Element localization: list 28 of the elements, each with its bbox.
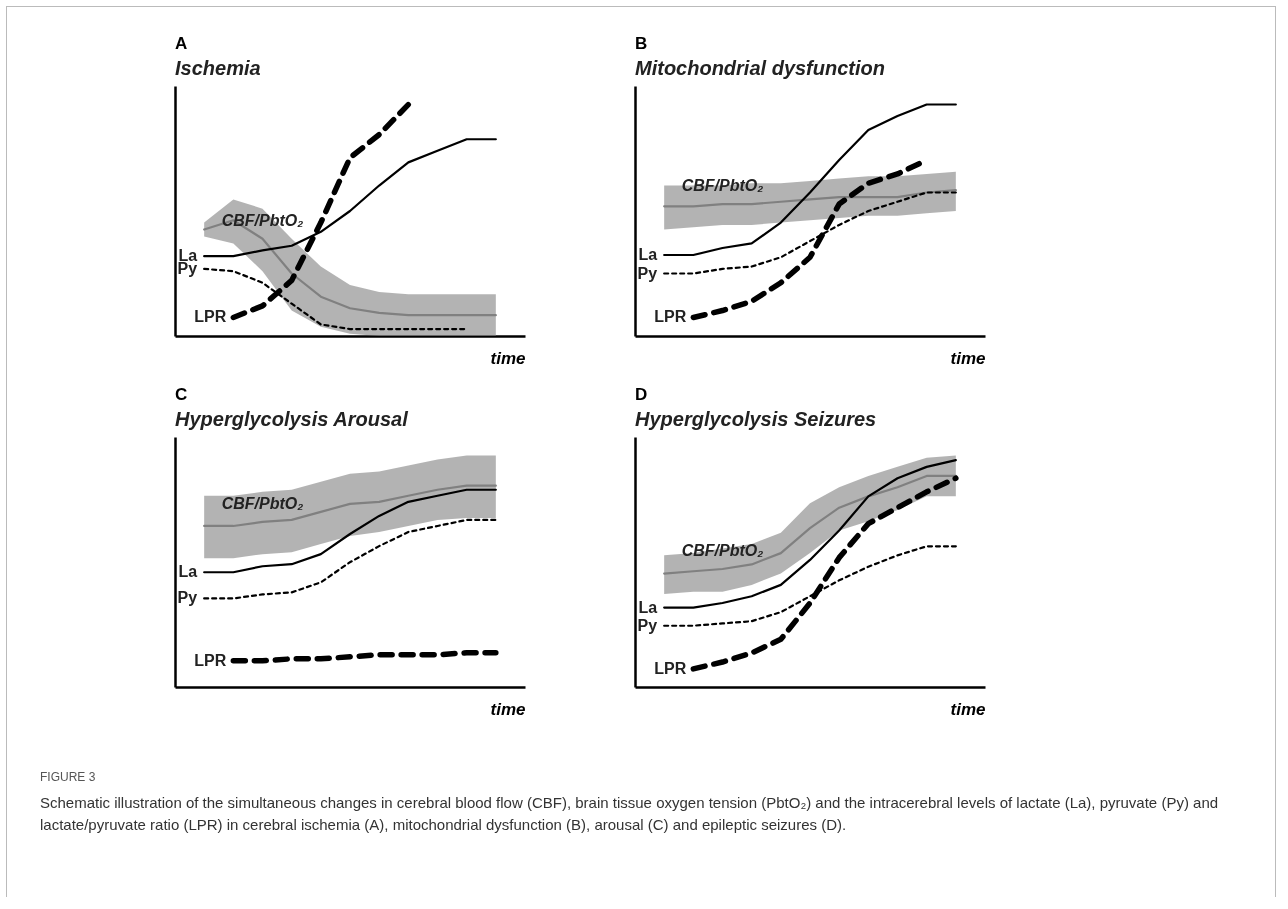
series-label: CBF/PbtO₂ (221, 494, 304, 512)
series-label: Py (177, 589, 198, 607)
series-label: La (178, 563, 198, 581)
series-label: CBF/PbtO₂ (681, 541, 764, 559)
x-axis-title: time (950, 348, 986, 368)
series-label: La (638, 245, 658, 263)
chart-subtitle: Mitochondrial dysfunction (635, 57, 885, 79)
chart-title: A (175, 34, 188, 53)
series-label: La (638, 598, 658, 616)
series-label: LPR (654, 659, 687, 677)
x-axis-title: time (490, 348, 526, 368)
chart-title: D (635, 385, 648, 404)
chart-subtitle: Hyperglycolysis Arousal (175, 408, 409, 430)
chart-title: B (635, 34, 648, 53)
x-axis-title: time (490, 699, 526, 719)
text: FIGURE 3 (40, 770, 97, 784)
series-label: LPR (194, 651, 227, 669)
series-label: LPR (654, 308, 687, 326)
chart-subtitle: Ischemia (175, 57, 261, 79)
series-label: CBF/PbtO₂ (681, 177, 764, 195)
series-label: Py (637, 616, 658, 634)
text: Schematic illustration of the simultaneous changes in cerebral blood flow (CBF), brain tissue oxygen tension (PbtO₂) and the intracerebral levels of lactate (La), pyruvate (Py) and lactate/pyruvate ratio (LPR) in cerebral ischemia (A), mitochondrial dysfunction (B), arousal (C) and epileptic seizures (D). (40, 793, 1220, 835)
series-label: Py (637, 264, 658, 282)
series-label: LPR (194, 308, 227, 326)
x-axis-title: time (950, 699, 986, 719)
chart-subtitle: Hyperglycolysis Seizures (635, 408, 877, 430)
series-label: CBF/PbtO₂ (221, 211, 304, 229)
chart-title: C (175, 385, 188, 404)
